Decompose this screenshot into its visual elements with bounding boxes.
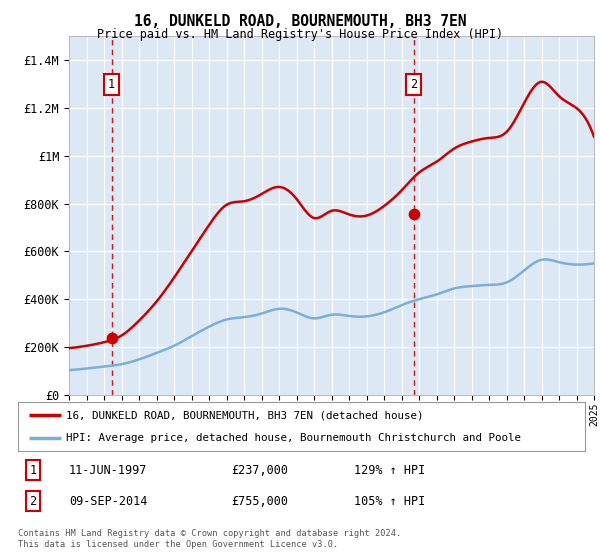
Text: £755,000: £755,000 [231, 494, 288, 508]
Point [409, 210, 418, 219]
Text: 2: 2 [410, 78, 417, 91]
Text: 09-SEP-2014: 09-SEP-2014 [69, 494, 148, 508]
Text: 129% ↑ HPI: 129% ↑ HPI [354, 464, 425, 477]
Point [107, 334, 116, 343]
Text: 16, DUNKELD ROAD, BOURNEMOUTH, BH3 7EN: 16, DUNKELD ROAD, BOURNEMOUTH, BH3 7EN [134, 14, 466, 29]
Text: 1: 1 [29, 464, 37, 477]
Text: Contains HM Land Registry data © Crown copyright and database right 2024.
This d: Contains HM Land Registry data © Crown c… [18, 529, 401, 549]
Text: HPI: Average price, detached house, Bournemouth Christchurch and Poole: HPI: Average price, detached house, Bour… [66, 433, 521, 443]
Text: 1: 1 [108, 78, 115, 91]
Text: Price paid vs. HM Land Registry's House Price Index (HPI): Price paid vs. HM Land Registry's House … [97, 28, 503, 41]
Text: 105% ↑ HPI: 105% ↑ HPI [354, 494, 425, 508]
Text: 11-JUN-1997: 11-JUN-1997 [69, 464, 148, 477]
Text: £237,000: £237,000 [231, 464, 288, 477]
Text: 16, DUNKELD ROAD, BOURNEMOUTH, BH3 7EN (detached house): 16, DUNKELD ROAD, BOURNEMOUTH, BH3 7EN (… [66, 410, 424, 421]
Text: 2: 2 [29, 494, 37, 508]
